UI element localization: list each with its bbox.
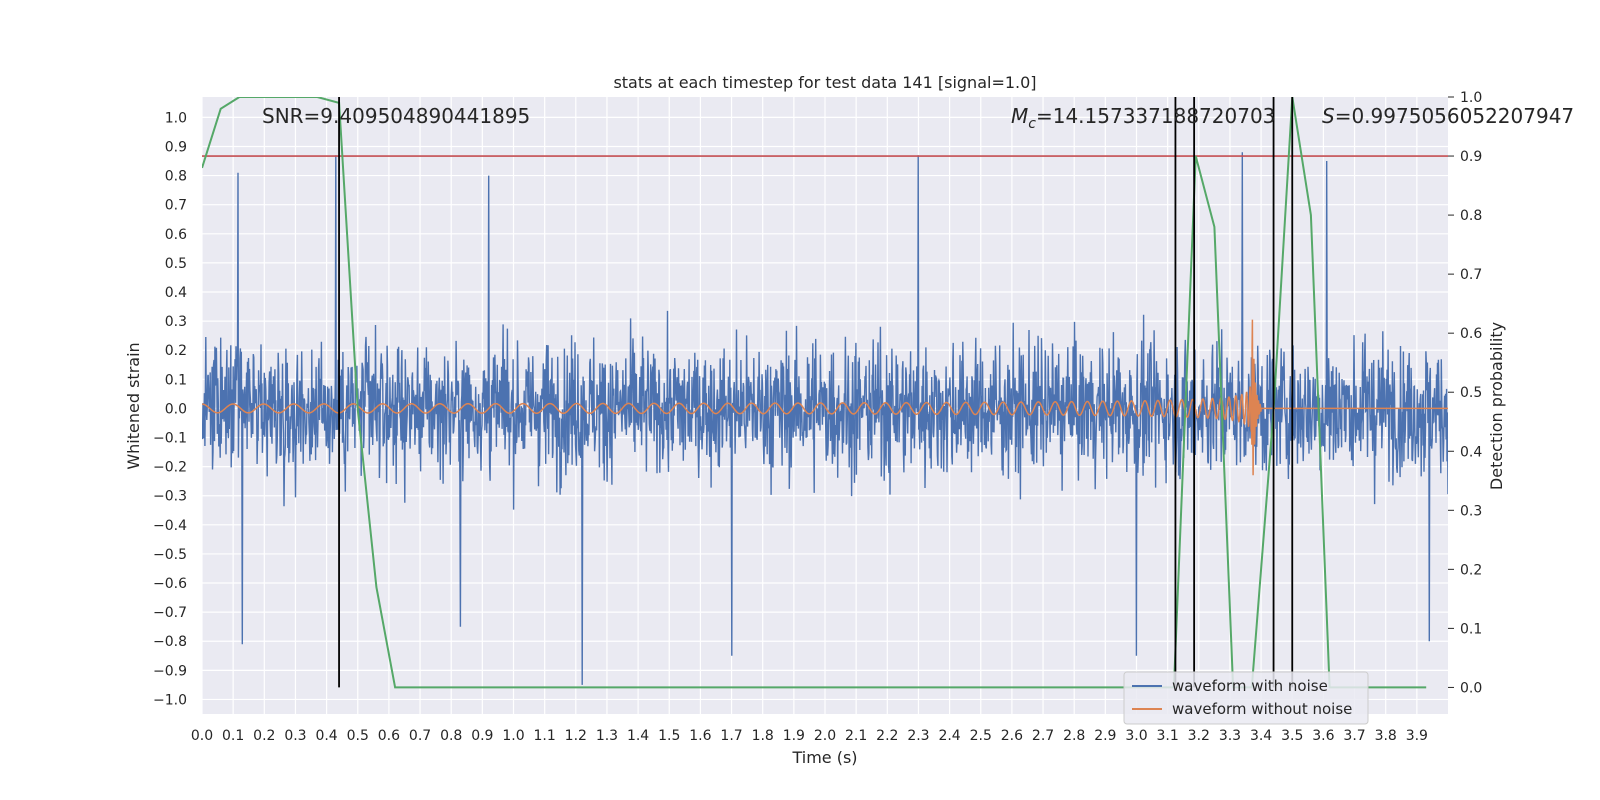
- mc-symbol: M: [1011, 104, 1028, 128]
- x-tick-label: 2.1: [845, 728, 867, 744]
- y-tick-label: −0.6: [153, 576, 187, 592]
- x-ticks: 0.0 0.1 0.2 0.3 0.4 0.5 0.6 0.7 0.8 0.9 1.0 1.1 1.2 1…: [191, 728, 1428, 744]
- x-tick-label: 0.2: [253, 728, 275, 744]
- x-tick-label: 0.4: [315, 728, 337, 744]
- y2-tick-label: 0.4: [1460, 444, 1482, 460]
- legend: waveform with noise waveform without noi…: [1123, 671, 1369, 725]
- x-tick-label: 0.7: [409, 728, 431, 744]
- x-tick-label: 2.8: [1063, 728, 1085, 744]
- y2-ticks: 1.0 0.9 0.8 0.7 0.6 0.5 0.4 0.3 0.2 0.1 0.0: [1448, 90, 1482, 696]
- x-tick-label: 0.8: [440, 728, 462, 744]
- y2-tick-label: 0.2: [1460, 562, 1482, 578]
- x-tick-label: 1.2: [565, 728, 587, 744]
- significance-annotation: S=0.9975056052207947: [1322, 104, 1574, 128]
- x-tick-label: 2.0: [814, 728, 836, 744]
- series-layer: [202, 97, 1448, 689]
- y2-axis-label: Detection probability: [1487, 322, 1506, 490]
- x-tick-label: 1.7: [720, 728, 742, 744]
- x-tick-label: 3.1: [1157, 728, 1179, 744]
- x-tick-label: 3.7: [1343, 728, 1365, 744]
- y2-tick-label: 0.0: [1460, 680, 1482, 696]
- x-tick-label: 0.9: [471, 728, 493, 744]
- x-tick-label: 0.3: [284, 728, 306, 744]
- x-tick-label: 3.5: [1281, 728, 1303, 744]
- s-symbol: S: [1322, 104, 1335, 128]
- y2-tick-label: 1.0: [1460, 90, 1482, 106]
- x-tick-label: 3.9: [1406, 728, 1428, 744]
- y-tick-label: −0.2: [153, 460, 187, 476]
- x-tick-label: 1.3: [596, 728, 618, 744]
- y-tick-label: 0.7: [165, 198, 187, 214]
- y2-tick-label: 0.9: [1460, 149, 1482, 165]
- y-axis-label: Whitened strain: [124, 342, 143, 469]
- y2-tick-label: 0.6: [1460, 326, 1482, 342]
- y-tick-label: 0.8: [165, 169, 187, 185]
- x-tick-label: 3.3: [1219, 728, 1241, 744]
- x-tick-label: 1.5: [658, 728, 680, 744]
- x-tick-label: 1.4: [627, 728, 649, 744]
- series-clean-waveform: [202, 319, 1448, 476]
- x-tick-label: 3.8: [1375, 728, 1397, 744]
- y-tick-label: −0.3: [153, 489, 187, 505]
- x-tick-label: 3.4: [1250, 728, 1272, 744]
- x-tick-label: 2.5: [970, 728, 992, 744]
- y-tick-label: 0.2: [165, 343, 187, 359]
- x-tick-label: 1.6: [689, 728, 711, 744]
- y2-tick-label: 0.5: [1460, 385, 1482, 401]
- series-detection-probability: [202, 97, 1427, 689]
- x-tick-label: 2.2: [876, 728, 898, 744]
- y-tick-label: −0.9: [153, 663, 187, 679]
- y-tick-label: 0.1: [165, 372, 187, 388]
- y-tick-label: 0.9: [165, 139, 187, 155]
- y-tick-label: −0.7: [153, 605, 187, 621]
- y2-tick-label: 0.8: [1460, 208, 1482, 224]
- y-tick-label: −0.4: [153, 518, 187, 534]
- y2-tick-label: 0.7: [1460, 267, 1482, 283]
- x-tick-label: 1.9: [783, 728, 805, 744]
- x-tick-label: 2.4: [938, 728, 960, 744]
- y-tick-label: 1.0: [165, 110, 187, 126]
- s-value: =0.9975056052207947: [1335, 104, 1574, 128]
- x-tick-label: 1.8: [752, 728, 774, 744]
- y-ticks: 1.0 0.9 0.8 0.7 0.6 0.5 0.4 0.3 0.2 0.1 0.0 −0.1 −0.…: [153, 110, 187, 708]
- y-tick-label: 0.0: [165, 401, 187, 417]
- y-tick-label: 0.3: [165, 314, 187, 330]
- x-tick-label: 1.0: [502, 728, 524, 744]
- y-tick-label: 0.4: [165, 285, 187, 301]
- x-tick-label: 2.3: [907, 728, 929, 744]
- x-tick-label: 0.6: [378, 728, 400, 744]
- y-tick-label: −0.5: [153, 547, 187, 563]
- x-tick-label: 3.2: [1188, 728, 1210, 744]
- y-tick-label: 0.6: [165, 227, 187, 243]
- y-tick-label: −0.1: [153, 431, 187, 447]
- x-tick-label: 3.0: [1125, 728, 1147, 744]
- y2-tick-label: 0.3: [1460, 503, 1482, 519]
- series-noisy-waveform: [202, 152, 1448, 685]
- y-tick-label: 0.5: [165, 256, 187, 272]
- legend-label-noise: waveform with noise: [1172, 677, 1328, 695]
- snr-annotation: SNR=9.409504890441895: [262, 104, 530, 128]
- x-tick-label: 2.7: [1032, 728, 1054, 744]
- x-axis-label: Time (s): [791, 748, 857, 767]
- x-tick-label: 1.1: [534, 728, 556, 744]
- x-tick-label: 0.0: [191, 728, 213, 744]
- mc-subscript: c: [1028, 116, 1036, 132]
- mc-value: =14.157337188720703: [1036, 104, 1275, 128]
- y2-tick-label: 0.1: [1460, 621, 1482, 637]
- x-tick-label: 2.6: [1001, 728, 1023, 744]
- x-tick-label: 0.1: [222, 728, 244, 744]
- y-tick-label: −1.0: [153, 692, 187, 708]
- chirp-mass-annotation: Mc=14.157337188720703: [1011, 104, 1275, 132]
- legend-label-clean: waveform without noise: [1172, 700, 1352, 718]
- y-tick-label: −0.8: [153, 634, 187, 650]
- chart-title: stats at each timestep for test data 141…: [613, 73, 1036, 92]
- legend-box: [1123, 671, 1369, 725]
- x-tick-label: 2.9: [1094, 728, 1116, 744]
- x-tick-label: 0.5: [347, 728, 369, 744]
- x-tick-label: 3.6: [1312, 728, 1334, 744]
